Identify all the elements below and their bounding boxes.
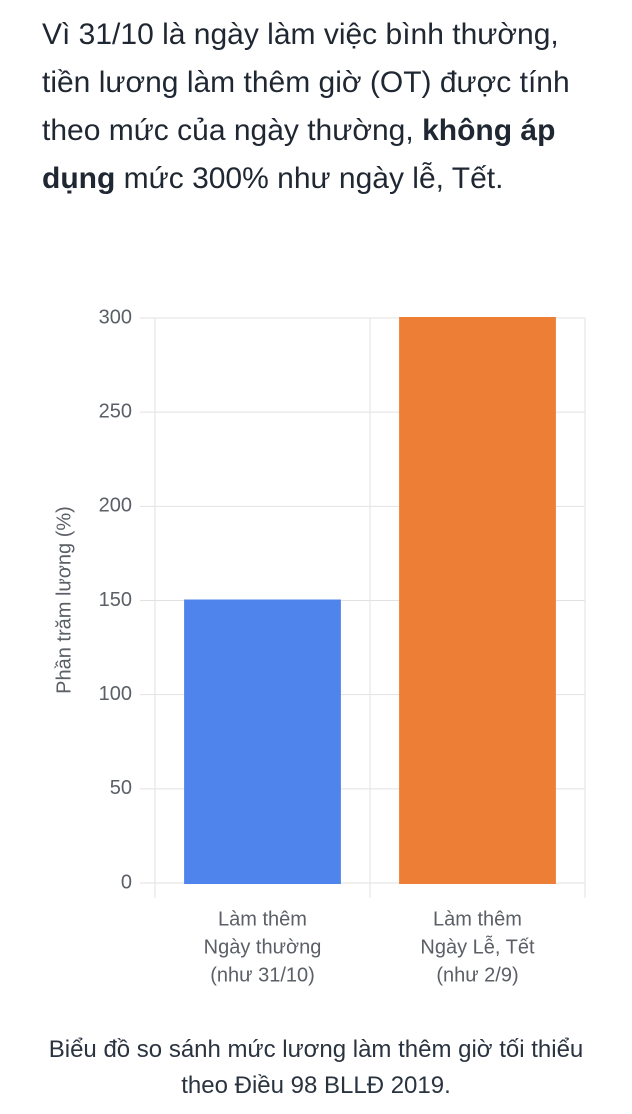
intro-text: Vì 31/10 là ngày làm việc bình thường, t… [42, 11, 602, 203]
y-tick-label: 250 [99, 400, 132, 422]
y-tick-label: 150 [99, 589, 132, 611]
intro-after: mức 300% như ngày lễ, Tết. [123, 162, 504, 195]
x-tick-label: Ngày Lễ, Tết [420, 935, 535, 958]
intro-bold: không áp dụng [42, 114, 556, 195]
y-tick-label: 0 [121, 871, 132, 893]
x-tick-label: Làm thêm [433, 908, 522, 930]
y-tick-label: 50 [110, 777, 132, 799]
x-tick-label: (như 31/10) [210, 964, 315, 986]
x-tick-label: (như 2/9) [436, 964, 518, 986]
x-tick-label: Ngày thường [204, 936, 322, 958]
y-tick-label: 100 [99, 683, 132, 705]
intro-before: Vì 31/10 là ngày làm việc bình thường, t… [42, 18, 570, 147]
bar [399, 317, 556, 884]
caption: Biểu đồ so sánh mức lương làm thêm giờ t… [48, 1036, 584, 1099]
x-tick-label: Làm thêm [218, 908, 307, 930]
y-tick-label: 200 [99, 495, 132, 517]
y-axis-label: Phần trăm lương (%) [53, 506, 75, 694]
y-tick-label: 300 [99, 306, 132, 328]
bar [184, 599, 341, 884]
